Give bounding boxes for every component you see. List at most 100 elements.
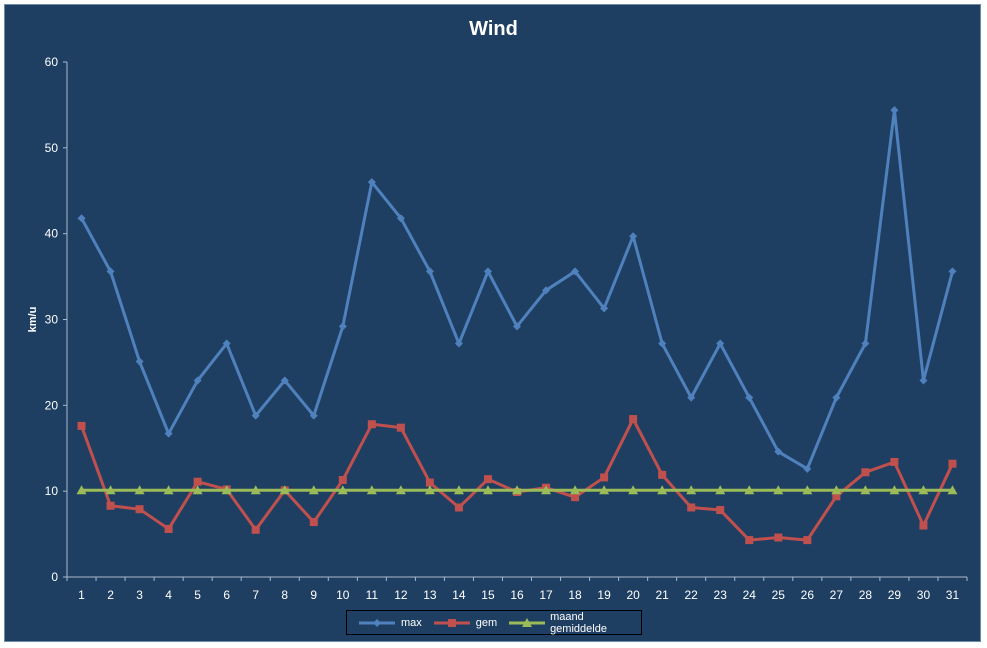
data-point-gem <box>396 423 405 432</box>
data-point-gem <box>774 533 783 542</box>
data-point-maand-gemiddelde <box>512 485 522 495</box>
legend-label: gem <box>475 616 498 629</box>
data-point-gem <box>803 536 812 545</box>
x-tick-label: 17 <box>539 588 553 602</box>
x-tick-label: 14 <box>452 588 466 602</box>
legend-swatch-max <box>359 618 395 627</box>
data-point-gem <box>425 478 434 487</box>
data-point-maand-gemiddelde <box>163 485 174 495</box>
data-point-maand-gemiddelde <box>105 485 116 495</box>
data-point-max <box>658 339 667 348</box>
data-point-max <box>600 304 609 313</box>
data-point-gem <box>135 505 144 514</box>
data-point-max <box>425 267 434 276</box>
data-point-max <box>454 339 463 348</box>
data-point-gem <box>687 503 696 512</box>
y-tick-label: 30 <box>45 313 59 327</box>
y-tick-label: 20 <box>45 398 59 412</box>
y-tick-label: 60 <box>45 55 59 69</box>
data-point-maand-gemiddelde <box>541 485 552 495</box>
data-point-max <box>832 393 841 402</box>
data-point-max <box>861 339 870 348</box>
x-tick-label: 29 <box>888 588 902 602</box>
data-point-maand-gemiddelde <box>918 485 929 495</box>
data-point-max <box>803 464 812 473</box>
data-point-gem <box>948 459 957 468</box>
data-point-maand-gemiddelde <box>831 485 842 495</box>
x-tick-label: 26 <box>801 588 815 602</box>
data-point-maand-gemiddelde <box>395 485 406 495</box>
series-line-gem <box>80 417 954 542</box>
data-point-max <box>919 376 928 385</box>
data-point-max <box>542 286 551 295</box>
legend-item-gem: gem <box>432 617 497 629</box>
y-tick-label: 10 <box>45 484 59 498</box>
y-tick-label: 50 <box>45 141 59 155</box>
data-point-maand-gemiddelde <box>366 485 377 495</box>
data-point-gem <box>716 506 725 515</box>
data-point-maand-gemiddelde <box>570 485 581 495</box>
data-point-gem <box>77 421 86 430</box>
data-point-legend-max <box>373 618 381 627</box>
x-tick-label: 25 <box>772 588 786 602</box>
data-point-gem <box>251 525 260 534</box>
x-tick-label: 2 <box>107 588 114 602</box>
x-tick-label: 27 <box>830 588 844 602</box>
data-point-maand-gemiddelde <box>453 485 464 495</box>
data-point-max <box>309 411 318 420</box>
data-point-gem <box>745 536 754 545</box>
data-point-maand-gemiddelde <box>482 485 493 495</box>
data-point-maand-gemiddelde <box>250 485 261 495</box>
x-tick-label: 11 <box>366 588 379 602</box>
series-layer <box>76 106 958 545</box>
data-point-maand-gemiddelde <box>221 485 232 495</box>
x-tick-label: 1 <box>78 588 85 602</box>
data-point-max <box>774 447 783 456</box>
y-tick-label: 40 <box>45 227 59 241</box>
data-point-max <box>164 429 173 438</box>
data-point-maand-gemiddelde <box>802 485 813 495</box>
x-tick-label: 24 <box>743 588 757 602</box>
data-point-max <box>629 232 638 241</box>
x-tick-label: 19 <box>597 588 611 602</box>
series-max <box>77 106 957 473</box>
data-point-max <box>338 322 347 331</box>
data-point-max <box>135 357 144 366</box>
x-tick-label: 10 <box>336 588 350 602</box>
data-point-max <box>571 267 580 276</box>
data-point-maand-gemiddelde <box>947 485 958 495</box>
data-point-maand-gemiddelde <box>599 485 610 495</box>
x-tick-label: 20 <box>626 588 640 602</box>
data-point-maand-gemiddelde <box>686 485 697 495</box>
x-tick-label: 22 <box>685 588 699 602</box>
data-point-gem <box>309 518 318 527</box>
chart-title: Wind <box>469 18 518 40</box>
data-point-gem <box>919 521 928 530</box>
data-point-maand-gemiddelde <box>279 485 290 495</box>
data-point-maand-gemiddelde <box>889 485 900 495</box>
data-point-maand-gemiddelde <box>715 485 726 495</box>
data-point-max <box>483 267 492 276</box>
data-point-max <box>716 339 725 348</box>
data-point-maand-gemiddelde <box>134 485 145 495</box>
data-point-gem <box>483 475 492 484</box>
x-tick-label: 31 <box>946 588 960 602</box>
data-point-max <box>77 214 86 223</box>
x-tick-label: 30 <box>917 588 931 602</box>
x-tick-label: 21 <box>655 588 669 602</box>
data-point-gem <box>832 492 841 501</box>
x-tick-label: 15 <box>481 588 495 602</box>
data-point-gem <box>106 501 115 510</box>
legend-item-max: max <box>357 617 422 629</box>
data-point-max <box>513 322 521 331</box>
data-point-gem <box>600 473 609 482</box>
data-point-maand-gemiddelde <box>337 485 348 495</box>
data-point-gem <box>164 524 173 533</box>
x-tick-label: 3 <box>136 588 143 602</box>
data-point-max <box>687 393 696 402</box>
data-point-gem <box>193 477 202 486</box>
data-point-max <box>280 376 289 385</box>
data-point-maand-gemiddelde <box>657 485 668 495</box>
data-point-max <box>745 393 754 402</box>
